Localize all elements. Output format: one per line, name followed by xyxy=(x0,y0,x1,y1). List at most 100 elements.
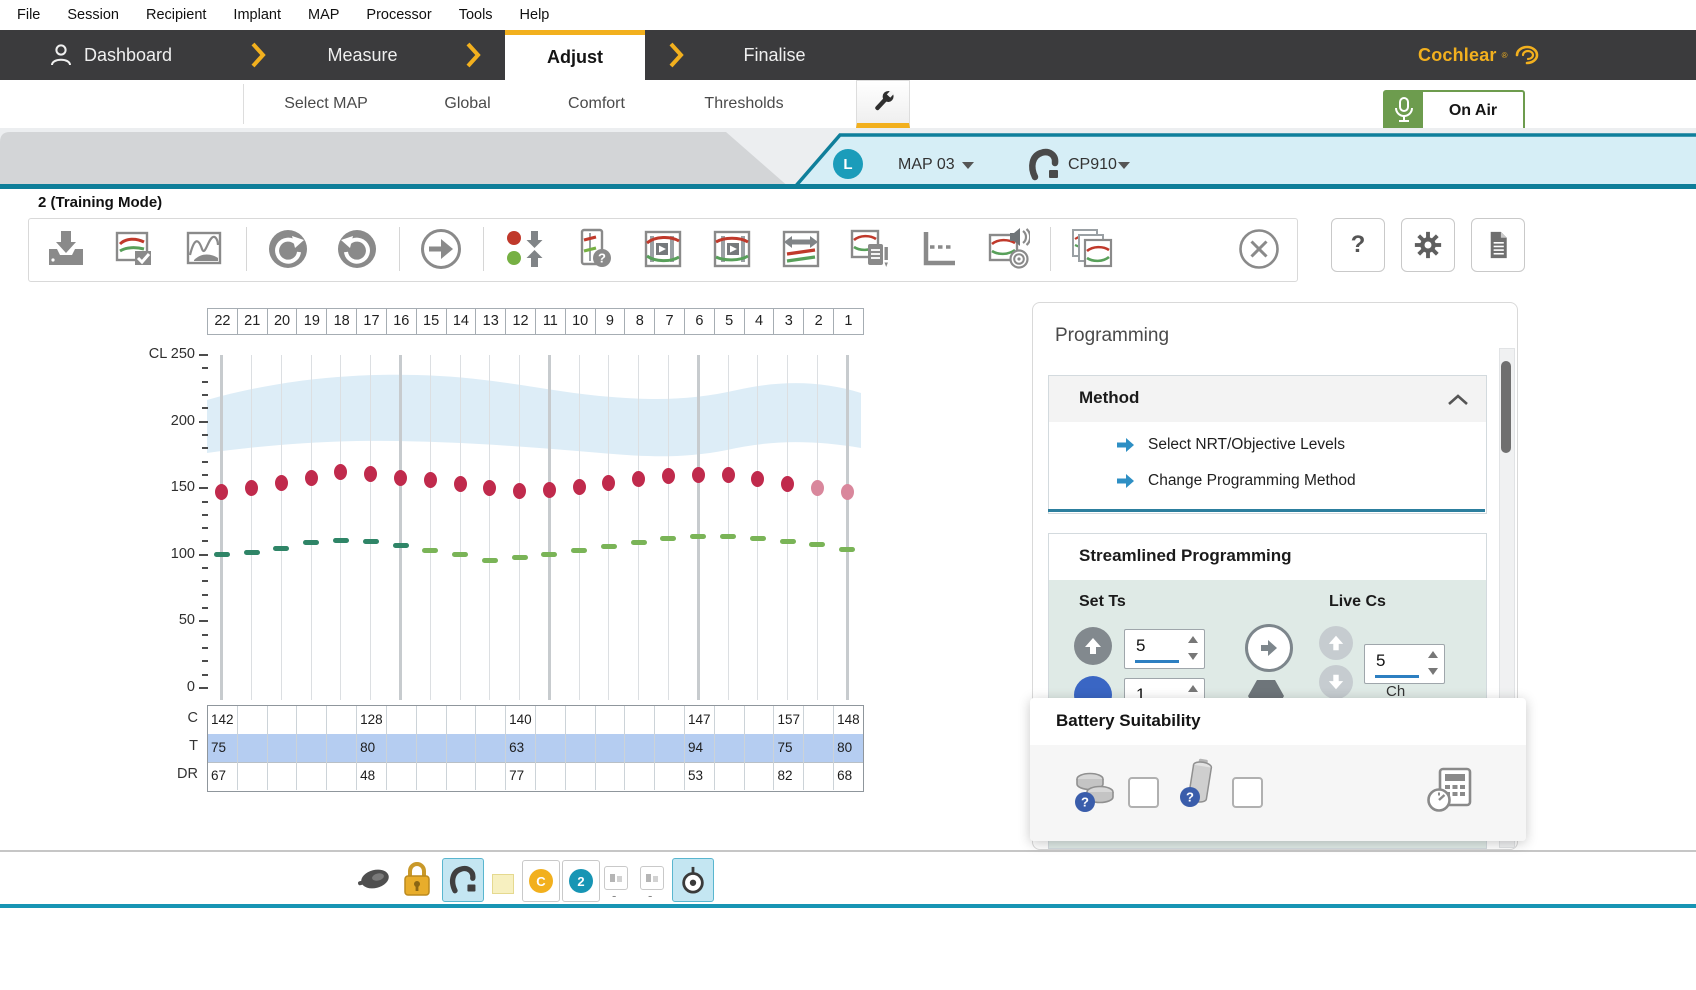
c-level-marker[interactable] xyxy=(840,484,854,501)
electrode-header-cell[interactable]: 18 xyxy=(327,309,358,334)
table-cell[interactable] xyxy=(387,734,417,762)
t-level-marker[interactable] xyxy=(660,536,677,542)
nav-step-finalise[interactable]: Finalise xyxy=(712,30,837,80)
on-air-button[interactable]: On Air xyxy=(1383,90,1525,132)
t-level-marker[interactable] xyxy=(362,538,379,544)
verify-map-button[interactable] xyxy=(112,226,158,272)
coil-status-button[interactable]: C xyxy=(522,860,560,902)
tools-wrench-tab[interactable] xyxy=(856,80,910,128)
earmold-icon[interactable] xyxy=(356,864,394,899)
t-level-marker[interactable] xyxy=(481,557,498,563)
electrode-header-cell[interactable]: 10 xyxy=(566,309,596,334)
table-cell[interactable] xyxy=(297,734,328,762)
chevron-up-icon[interactable] xyxy=(1447,393,1469,411)
table-cell[interactable] xyxy=(745,706,775,734)
electrode-header-cell[interactable]: 16 xyxy=(387,309,417,334)
table-cell[interactable] xyxy=(596,762,626,790)
electrode-header-cell[interactable]: 21 xyxy=(238,309,268,334)
table-cell[interactable] xyxy=(417,762,447,790)
swap-levels-button[interactable] xyxy=(778,226,824,272)
table-cell[interactable] xyxy=(536,706,566,734)
table-cell[interactable] xyxy=(655,706,685,734)
c-level-marker[interactable] xyxy=(245,480,259,497)
map-curves-button[interactable] xyxy=(181,226,227,272)
t-level-marker[interactable] xyxy=(690,533,707,539)
link-change-programming-method[interactable]: Change Programming Method xyxy=(1117,472,1356,490)
settings-button[interactable] xyxy=(1401,218,1455,272)
table-cell[interactable] xyxy=(238,762,268,790)
set-ts-input[interactable] xyxy=(1124,629,1205,669)
telemetry-button[interactable] xyxy=(672,858,714,902)
map-report-button[interactable] xyxy=(847,226,893,272)
table-cell[interactable] xyxy=(268,706,298,734)
table-cell[interactable] xyxy=(655,734,685,762)
table-cell[interactable] xyxy=(715,706,745,734)
table-cell[interactable] xyxy=(297,762,328,790)
splitter-line[interactable] xyxy=(0,850,1696,852)
scrollbar-thumb[interactable] xyxy=(1501,361,1511,453)
menu-tools[interactable]: Tools xyxy=(458,7,493,23)
table-cell[interactable] xyxy=(536,762,566,790)
t-level-marker[interactable] xyxy=(422,548,439,554)
nav-step-adjust[interactable]: Adjust xyxy=(505,30,645,80)
c-level-marker[interactable] xyxy=(483,480,497,497)
table-cell[interactable] xyxy=(745,762,775,790)
sweep-t-levels-button[interactable] xyxy=(709,226,755,272)
live-cs-up-button[interactable] xyxy=(1319,626,1353,660)
c-level-marker[interactable] xyxy=(721,466,735,483)
link-select-nrt-levels[interactable]: Select NRT/Objective Levels xyxy=(1117,436,1345,454)
c-level-marker[interactable] xyxy=(810,480,824,497)
table-cell[interactable] xyxy=(327,762,358,790)
table-cell[interactable]: 67 xyxy=(208,762,238,790)
electrode-header-cell[interactable]: 7 xyxy=(655,309,685,334)
undo-button[interactable] xyxy=(334,226,380,272)
t-level-marker[interactable] xyxy=(392,542,409,548)
table-cell[interactable] xyxy=(566,762,596,790)
help-button[interactable]: ? xyxy=(1331,218,1385,272)
c-level-marker[interactable] xyxy=(602,474,616,491)
c-level-marker[interactable] xyxy=(453,476,467,493)
table-cell[interactable] xyxy=(268,762,298,790)
table-cell[interactable] xyxy=(804,734,835,762)
electrode-header-cell[interactable]: 12 xyxy=(506,309,536,334)
spinner-buttons[interactable] xyxy=(1427,648,1439,683)
table-cell[interactable] xyxy=(387,706,417,734)
t-level-marker[interactable] xyxy=(720,533,737,539)
table-cell[interactable] xyxy=(625,762,656,790)
table-cell[interactable] xyxy=(625,706,656,734)
t-level-marker[interactable] xyxy=(809,541,826,547)
coin-battery-checkbox[interactable] xyxy=(1128,777,1159,808)
menu-processor[interactable]: Processor xyxy=(366,7,432,23)
table-cell[interactable] xyxy=(804,762,835,790)
lock-icon[interactable] xyxy=(402,860,432,903)
table-cell[interactable] xyxy=(297,706,328,734)
table-cell[interactable] xyxy=(476,706,507,734)
table-cell[interactable] xyxy=(447,762,477,790)
table-cell[interactable]: 75 xyxy=(774,734,805,762)
table-cell[interactable]: 53 xyxy=(685,762,715,790)
subtab-comfort[interactable]: Comfort xyxy=(568,95,625,112)
menu-recipient[interactable]: Recipient xyxy=(145,7,207,23)
electrode-header-cell[interactable]: 17 xyxy=(357,309,387,334)
table-cell[interactable]: 157 xyxy=(774,706,805,734)
t-level-marker[interactable] xyxy=(452,552,469,558)
nav-step-dashboard[interactable]: Dashboard xyxy=(48,30,172,80)
live-cs-down-button[interactable] xyxy=(1319,665,1353,699)
method-header[interactable]: Method xyxy=(1049,376,1486,422)
sweep-c-levels-button[interactable] xyxy=(640,226,686,272)
t-level-marker[interactable] xyxy=(630,540,647,546)
inactive-map-tab[interactable] xyxy=(0,132,790,188)
table-cell[interactable] xyxy=(476,734,507,762)
table-cell[interactable] xyxy=(596,734,626,762)
table-cell[interactable] xyxy=(238,706,268,734)
live-cs-input[interactable] xyxy=(1364,644,1445,684)
table-cell[interactable]: 80 xyxy=(837,740,853,755)
table-cell[interactable]: 140 xyxy=(506,706,536,734)
table-cell[interactable] xyxy=(804,706,835,734)
table-cell[interactable]: 142 xyxy=(208,706,238,734)
transfer-right-button[interactable] xyxy=(1245,624,1293,672)
status-chip-1[interactable] xyxy=(604,866,628,890)
note-chip[interactable] xyxy=(492,874,514,894)
t-level-marker[interactable] xyxy=(213,552,230,558)
table-cell[interactable] xyxy=(387,762,417,790)
